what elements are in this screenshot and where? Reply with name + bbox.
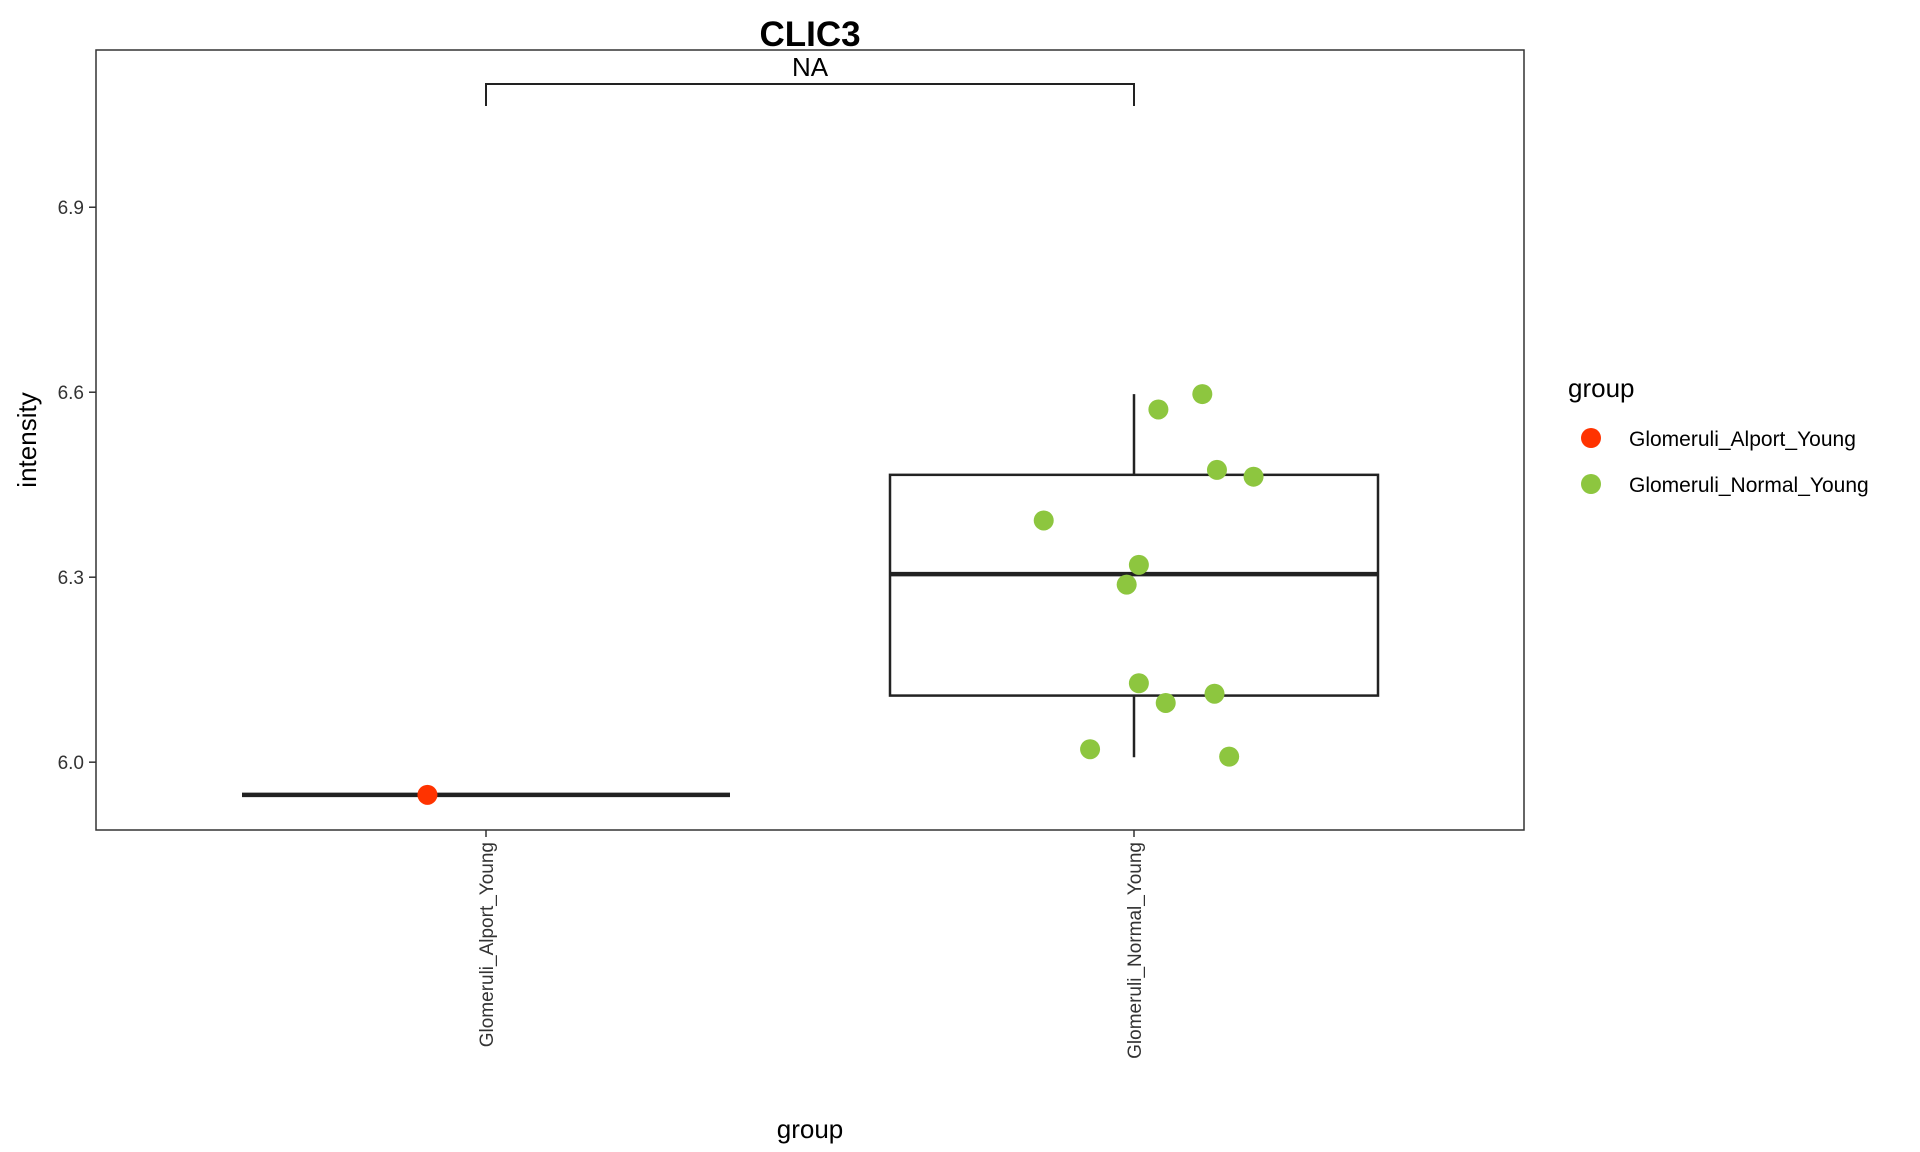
data-point	[1192, 384, 1213, 405]
chart-title: CLIC3	[759, 15, 860, 54]
data-point	[1128, 673, 1149, 694]
data-point	[1204, 683, 1225, 704]
legend-key	[1581, 474, 1601, 494]
plot-panel	[95, 49, 1525, 831]
data-point	[1155, 692, 1176, 713]
x-tick-label: Glomeruli_Normal_Young	[1125, 842, 1146, 1059]
y-axis-title: intensity	[12, 392, 42, 487]
y-tick-label: 6.3	[58, 568, 84, 589]
x-axis-title: group	[777, 1114, 844, 1144]
legend-label: Glomeruli_Alport_Young	[1629, 428, 1856, 451]
data-point	[417, 784, 438, 805]
comparison-bracket: NA	[485, 52, 1135, 106]
legend: group Glomeruli_Alport_Young Glomeruli_No…	[1568, 373, 1869, 497]
bracket-line	[485, 83, 1135, 106]
boxes	[242, 394, 1380, 798]
x-axis: Glomeruli_Alport_Young Glomeruli_Normal_Y…	[477, 830, 1146, 1059]
data-point	[1080, 739, 1101, 760]
box-1	[888, 394, 1380, 758]
data-point	[1128, 554, 1149, 575]
legend-key	[1581, 428, 1601, 448]
data-point	[1219, 746, 1240, 767]
legend-label: Glomeruli_Normal_Young	[1629, 474, 1869, 497]
data-point	[1116, 574, 1137, 595]
data-point	[1206, 459, 1227, 480]
legend-title: group	[1568, 373, 1635, 403]
data-points	[417, 384, 1264, 805]
box-body	[888, 473, 1380, 697]
y-axis: 6.0 6.3 6.6 6.9	[58, 198, 96, 774]
data-point	[1148, 399, 1169, 420]
data-point	[1243, 466, 1264, 487]
y-tick-label: 6.9	[58, 198, 84, 219]
data-point	[1033, 510, 1054, 531]
comparison-label: NA	[792, 52, 829, 82]
y-tick-label: 6.6	[58, 383, 84, 404]
y-tick-label: 6.0	[58, 753, 84, 774]
x-tick-label: Glomeruli_Alport_Young	[477, 842, 498, 1047]
